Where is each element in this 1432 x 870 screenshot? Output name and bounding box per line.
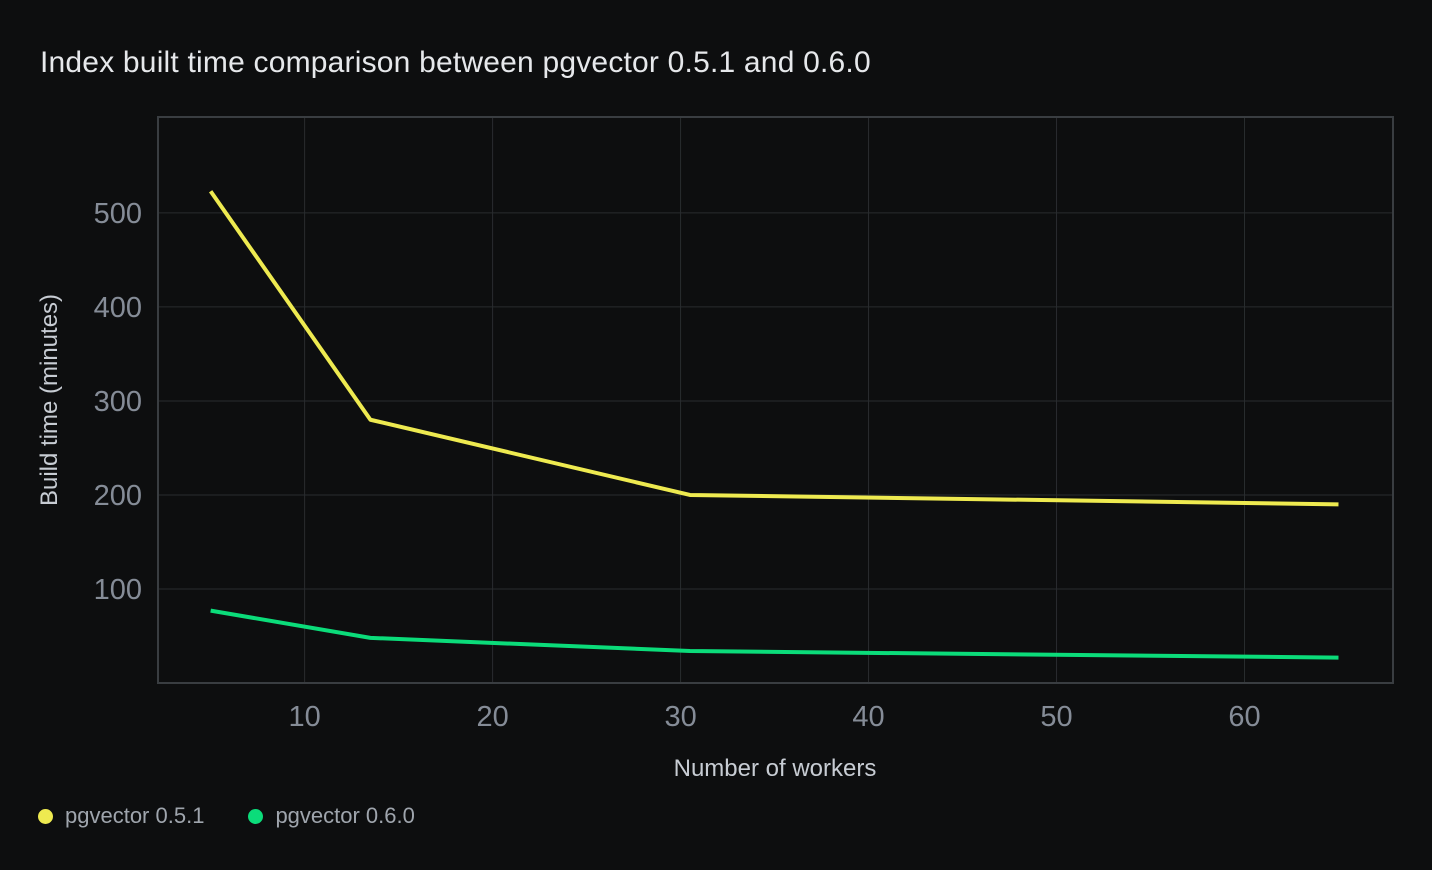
legend-item-pgvector-051[interactable]: pgvector 0.5.1 [38, 803, 204, 829]
y-tick-label: 100 [94, 574, 142, 606]
x-tick-label: 40 [852, 701, 884, 733]
x-tick-label: 10 [288, 701, 320, 733]
y-tick-label: 200 [94, 480, 142, 512]
x-tick-label: 30 [664, 701, 696, 733]
y-tick-label: 400 [94, 292, 142, 324]
plot-border [157, 116, 1394, 684]
gridlines [158, 117, 1393, 683]
x-tick-label: 60 [1228, 701, 1260, 733]
legend-label: pgvector 0.6.0 [275, 803, 415, 828]
legend-label: pgvector 0.5.1 [65, 803, 205, 828]
y-tick-label: 300 [94, 386, 142, 418]
x-tick-label: 50 [1040, 701, 1072, 733]
series-line-1 [210, 608, 1339, 660]
legend-dot-icon [38, 808, 53, 824]
series-line-0 [208, 190, 1339, 507]
legend-item-pgvector-060[interactable]: pgvector 0.6.0 [248, 803, 415, 829]
y-axis-title: Build time (minutes) [36, 294, 63, 506]
y-tick-label: 500 [94, 198, 142, 230]
legend-dot-icon [248, 808, 264, 824]
x-axis-title: Number of workers [674, 755, 877, 782]
x-tick-label: 20 [476, 701, 508, 733]
axis-tick-labels: 10 20 30 40 50 60 100 200 300 400 500 [94, 198, 1261, 733]
legend: pgvector 0.5.1 pgvector 0.6.0 [38, 803, 415, 829]
series-lines [208, 190, 1339, 660]
chart-title: Index built time comparison between pgve… [40, 46, 871, 79]
